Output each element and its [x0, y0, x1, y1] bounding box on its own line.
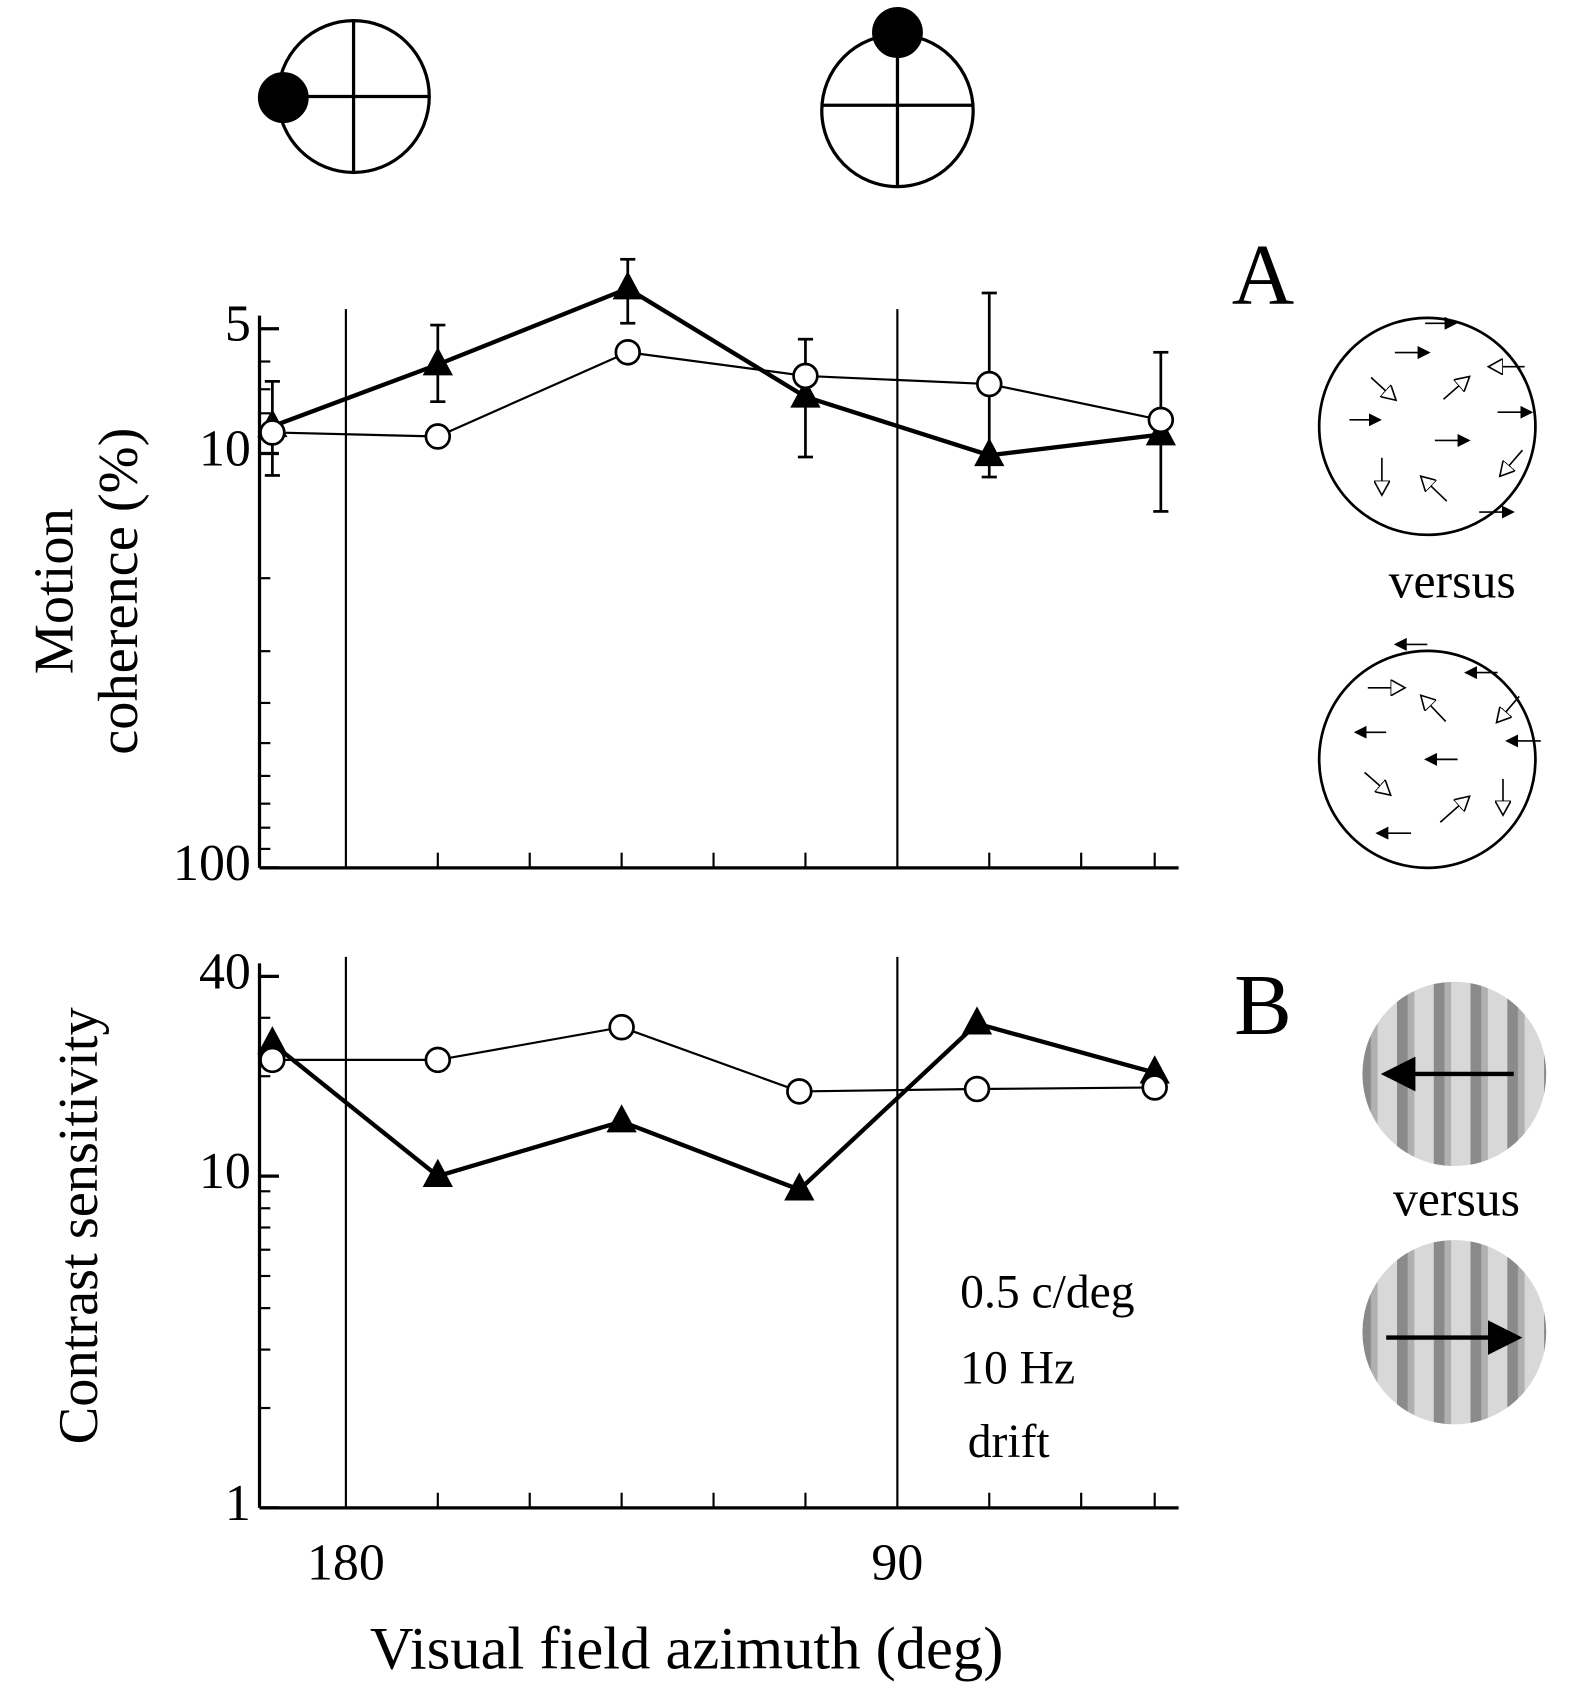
circle-marker	[259, 419, 286, 446]
series-line	[272, 351, 1162, 438]
circle-marker	[792, 362, 819, 390]
dot-stimulus-2	[1317, 637, 1541, 870]
circle-marker	[614, 338, 642, 366]
circle-marker	[976, 370, 1003, 398]
eye-icon-right	[820, 7, 975, 189]
x-axis-title: Visual field azimuth (deg)	[370, 1615, 1004, 1682]
triangle-marker	[422, 1158, 453, 1187]
dot-stimulus-1	[1317, 316, 1537, 537]
y-tick-label: 5	[225, 296, 251, 353]
series	[257, 1006, 1170, 1201]
eye-icon-left	[257, 18, 431, 175]
y-tick-label: 1	[225, 1475, 251, 1532]
panel-label: B	[1234, 957, 1292, 1053]
triangle-marker	[422, 347, 453, 376]
y-axis-title: coherence (%)	[88, 428, 150, 755]
triangle-marker	[784, 1172, 815, 1201]
y-tick-label: 10	[199, 1143, 251, 1200]
circle-marker	[259, 1046, 286, 1074]
circle-marker	[424, 423, 452, 450]
circle-marker	[424, 1046, 452, 1074]
series	[259, 1013, 1168, 1105]
triangle-marker	[612, 271, 643, 300]
grating-stimulus-1	[1362, 981, 1547, 1167]
x-tick-label: 90	[871, 1534, 923, 1591]
triangle-marker	[257, 1026, 288, 1055]
series	[259, 338, 1175, 450]
y-axis-title: Contrast sensitivity	[48, 1007, 110, 1444]
annotation: drift	[968, 1416, 1050, 1468]
y-axis-title: Motion	[23, 508, 85, 674]
triangle-marker	[606, 1104, 637, 1133]
triangle-marker	[961, 1006, 993, 1035]
triangle-marker	[790, 379, 821, 408]
stimulus-label: versus	[1393, 1172, 1520, 1227]
circle-marker	[963, 1075, 991, 1103]
stimulus-label: versus	[1389, 553, 1516, 608]
series-line	[271, 1021, 1156, 1193]
annotation: 0.5 c/deg	[960, 1266, 1134, 1318]
circle-marker	[1147, 406, 1175, 434]
grating-stimulus-2	[1362, 1239, 1547, 1425]
y-tick-label: 100	[173, 835, 251, 892]
x-tick-label: 180	[307, 1534, 385, 1591]
circle-marker	[608, 1013, 635, 1041]
y-tick-label: 10	[199, 420, 251, 477]
triangle-marker	[974, 437, 1005, 467]
triangle-marker	[1139, 1055, 1170, 1084]
panel-label: A	[1232, 227, 1294, 323]
circle-marker	[1141, 1074, 1168, 1101]
series-line	[271, 286, 1162, 458]
series-line	[272, 1026, 1155, 1093]
y-tick-label: 40	[199, 943, 251, 1000]
circle-marker	[786, 1078, 813, 1105]
series	[257, 257, 1176, 513]
annotation: 10 Hz	[960, 1342, 1075, 1394]
